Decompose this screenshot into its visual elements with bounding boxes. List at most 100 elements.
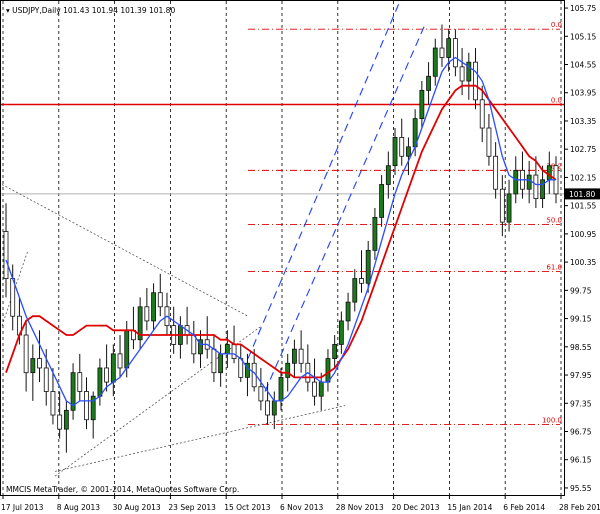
candlestick bbox=[157, 273, 163, 317]
candlestick bbox=[459, 48, 465, 96]
vertical-grid bbox=[2, 1, 562, 495]
candle-body-up bbox=[292, 348, 297, 364]
candle-body-down bbox=[57, 414, 63, 430]
fib-level-label: 61.8 bbox=[546, 264, 562, 272]
candle-body-down bbox=[43, 367, 49, 392]
candle-body-up bbox=[332, 344, 338, 359]
y-tick-label: 98.55 bbox=[570, 343, 592, 352]
candle-body-down bbox=[493, 155, 499, 190]
candle-body-up bbox=[285, 362, 291, 378]
candlestick bbox=[198, 330, 203, 368]
candle-body-up bbox=[30, 358, 36, 374]
candle-body-down bbox=[23, 334, 29, 374]
candlestick bbox=[506, 179, 512, 232]
candlestick bbox=[486, 113, 492, 166]
candlestick bbox=[312, 358, 317, 406]
copyright-note: MMCIS MetaTrader, © 2001-2014, MetaQuote… bbox=[6, 485, 239, 494]
candle-body-down bbox=[157, 292, 163, 308]
candle-body-up bbox=[392, 137, 398, 167]
x-tick-label: 23 Sep 2013 bbox=[168, 503, 216, 512]
candle-body-up bbox=[218, 353, 224, 374]
slow-moving-average-red bbox=[5, 84, 557, 379]
current-price-box bbox=[565, 188, 600, 200]
candlestick bbox=[144, 287, 150, 331]
candle-body-up bbox=[365, 249, 371, 284]
candlestick bbox=[57, 391, 63, 439]
candle-body-down bbox=[50, 391, 56, 416]
candlestick bbox=[23, 320, 29, 392]
candlestick bbox=[399, 118, 405, 166]
candle-body-down bbox=[211, 348, 217, 374]
x-tick-label: 30 Aug 2013 bbox=[113, 503, 161, 512]
x-tick-label: 15 Oct 2013 bbox=[224, 503, 271, 512]
candlestick bbox=[345, 292, 351, 331]
candle-body-down bbox=[3, 231, 9, 279]
candle-body-up bbox=[224, 344, 230, 355]
y-tick-label: 104.55 bbox=[570, 61, 596, 70]
candle-body-up bbox=[385, 165, 391, 185]
candlestick bbox=[526, 160, 532, 204]
candle-body-up bbox=[432, 47, 438, 77]
y-tick-label: 103.95 bbox=[570, 89, 596, 98]
candlestick bbox=[406, 137, 411, 176]
candle-body-down bbox=[37, 358, 42, 369]
candlestick bbox=[452, 29, 458, 77]
candlestick bbox=[104, 344, 110, 392]
candle-body-up bbox=[466, 61, 472, 82]
y-tick-label: 97.35 bbox=[570, 399, 592, 408]
y-tick-label: 100.35 bbox=[570, 258, 596, 267]
candle-body-down bbox=[104, 367, 110, 383]
candle-body-up bbox=[426, 75, 431, 91]
candle-body-up bbox=[352, 278, 358, 303]
moving-averages bbox=[5, 56, 557, 407]
symbol-period: USDJPY,Daily bbox=[12, 6, 61, 15]
candle-body-up bbox=[345, 301, 351, 322]
candle-body-up bbox=[372, 217, 378, 251]
candle-body-down bbox=[265, 400, 270, 416]
y-tick-label: 96.15 bbox=[570, 456, 592, 465]
candle-body-up bbox=[526, 174, 532, 190]
candle-body-down bbox=[452, 38, 458, 68]
candle-body-down bbox=[258, 386, 264, 402]
candle-body-up bbox=[419, 89, 425, 120]
x-tick-label: 20 Dec 2013 bbox=[392, 503, 440, 512]
candlestick bbox=[117, 335, 123, 378]
candle-body-up bbox=[318, 381, 324, 397]
candlestick bbox=[426, 62, 431, 105]
candle-body-up bbox=[278, 376, 284, 402]
candle-body-up bbox=[97, 367, 103, 397]
candlestick bbox=[432, 38, 438, 86]
candlestick bbox=[446, 29, 452, 72]
candlestick bbox=[359, 250, 364, 293]
candle-body-down bbox=[298, 348, 304, 364]
candlestick bbox=[466, 52, 472, 100]
candle-body-up bbox=[513, 169, 519, 195]
y-tick-label: 105.15 bbox=[570, 32, 596, 41]
candle-body-up bbox=[338, 320, 344, 345]
early-trendline bbox=[1, 250, 29, 326]
candle-body-up bbox=[406, 146, 411, 157]
candlestick bbox=[63, 400, 69, 453]
current-price-label: 101.80 bbox=[569, 190, 595, 199]
fib-level-label: 50.0 bbox=[546, 216, 562, 224]
candlestick bbox=[298, 330, 304, 373]
candle-body-up bbox=[110, 353, 116, 383]
candle-body-down bbox=[459, 66, 465, 82]
candle-body-down bbox=[117, 353, 123, 369]
candlestick bbox=[30, 344, 36, 401]
candlestick bbox=[137, 297, 143, 350]
candle-body-down bbox=[479, 99, 485, 129]
candlestick bbox=[258, 367, 264, 411]
candle-body-up bbox=[124, 329, 130, 369]
candle-body-up bbox=[137, 306, 143, 341]
fast-moving-average-blue bbox=[5, 56, 556, 407]
candlestick bbox=[392, 128, 398, 176]
y-tick-label: 99.75 bbox=[570, 286, 592, 295]
candle-body-up bbox=[90, 395, 96, 421]
x-tick-label: 15 Jan 2014 bbox=[447, 503, 492, 512]
x-tick-label: 8 Aug 2013 bbox=[57, 503, 100, 512]
candlestick bbox=[50, 367, 56, 425]
x-tick-label: 17 Jul 2013 bbox=[1, 503, 44, 512]
candle-body-up bbox=[325, 358, 331, 383]
